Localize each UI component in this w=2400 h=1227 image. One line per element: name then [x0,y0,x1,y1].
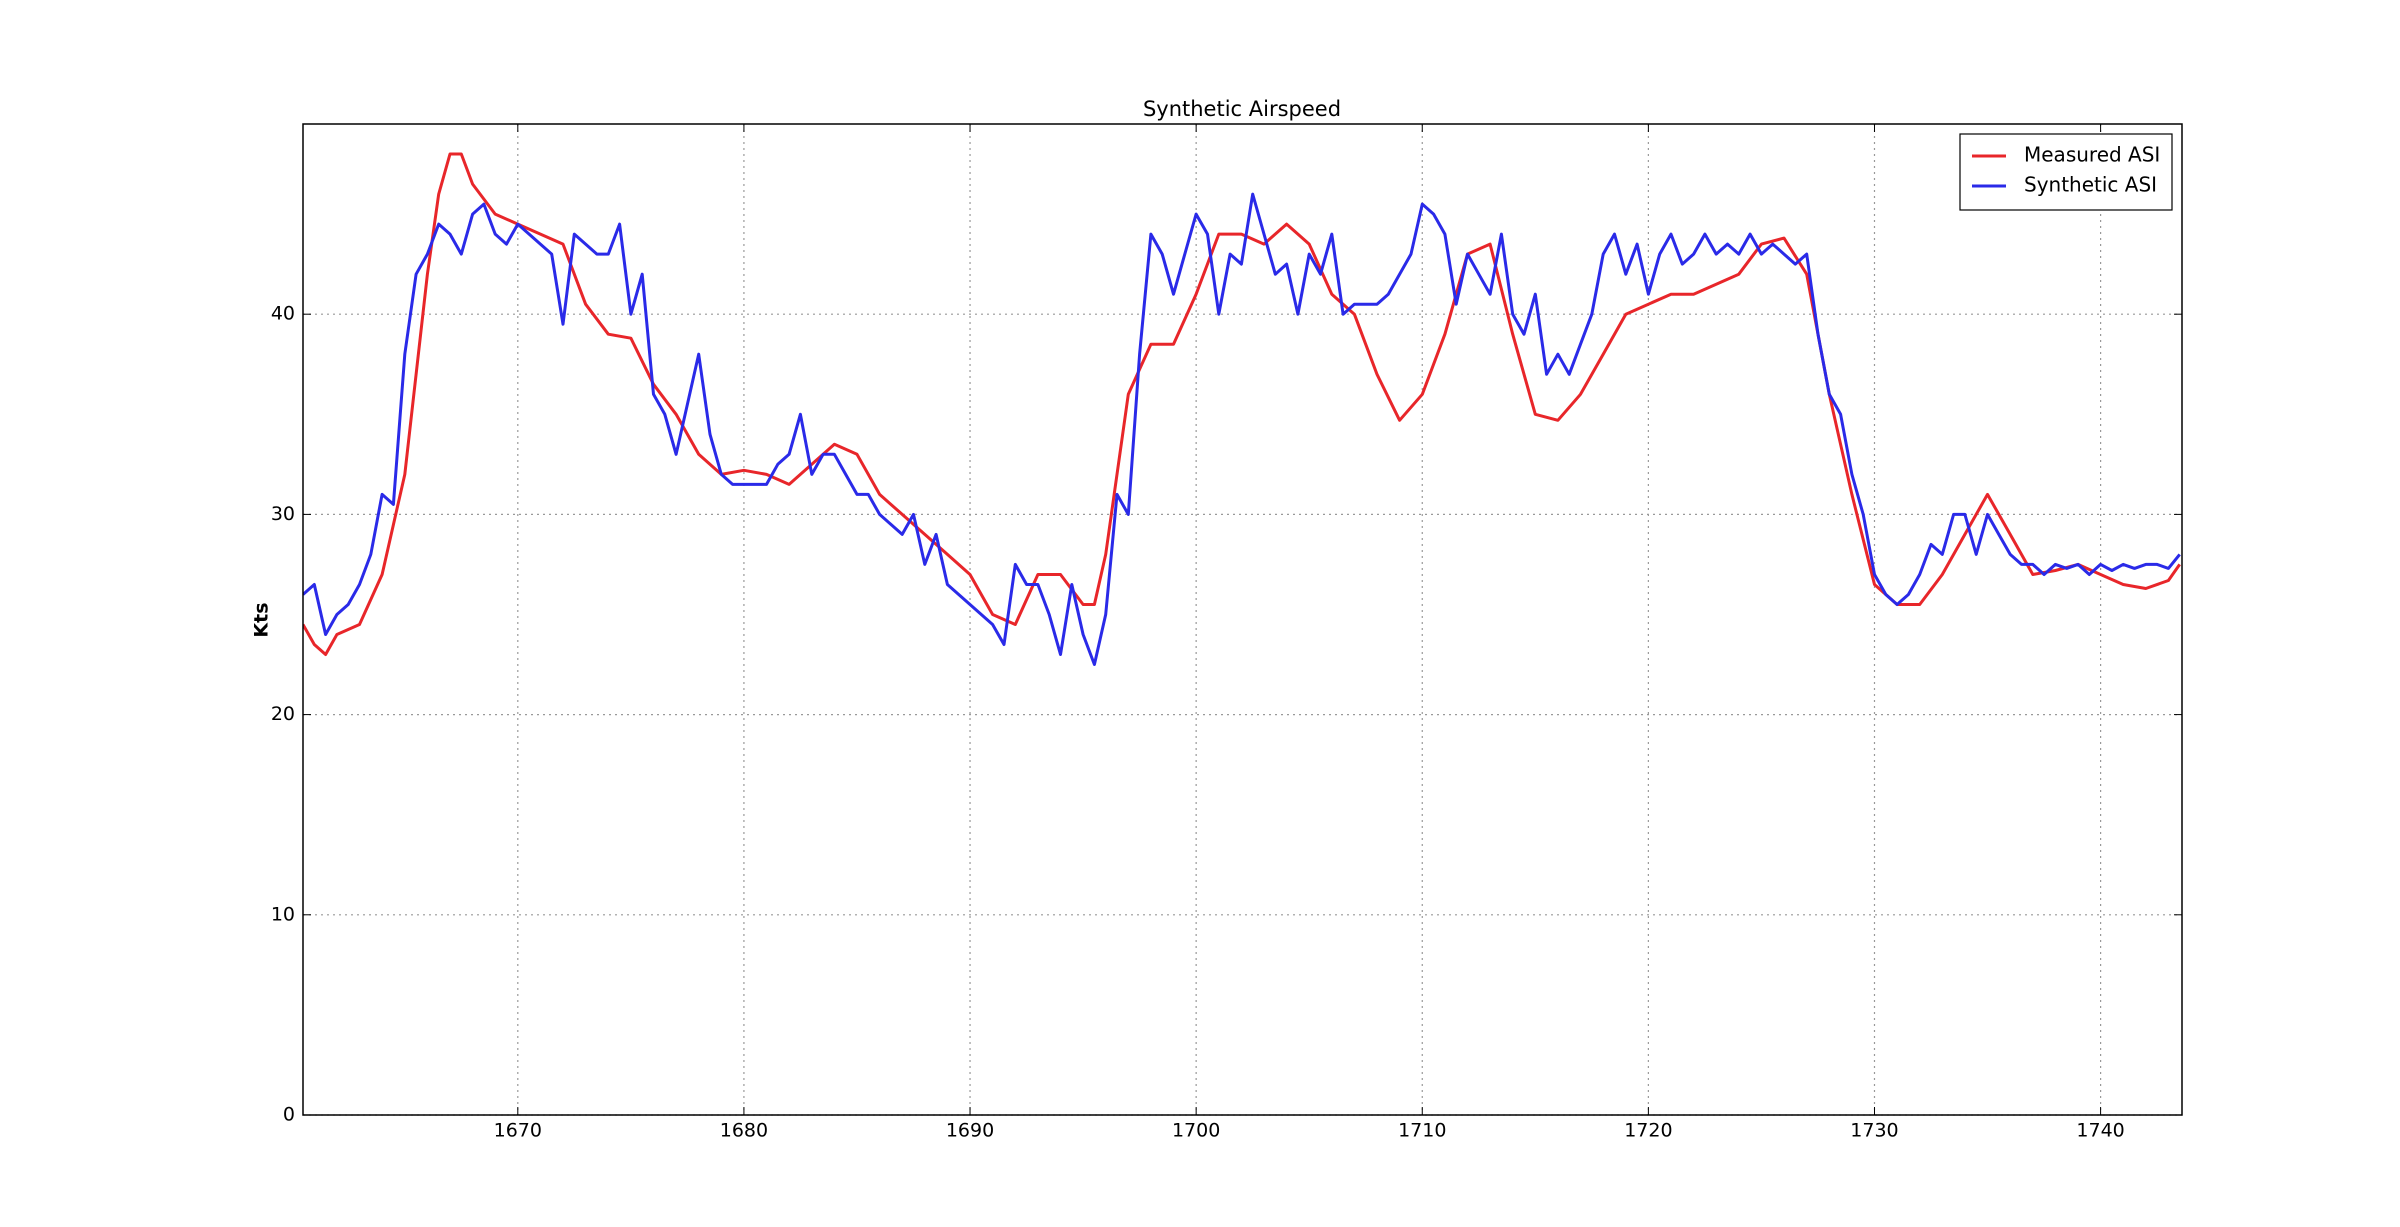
plot-frame [302,123,2183,1116]
chart-title: Synthetic Airspeed [1143,97,1341,121]
x-tick-label: 1690 [946,1120,994,1142]
x-tick-label: 1670 [494,1120,542,1142]
x-tick-label: 1730 [1850,1120,1898,1142]
y-tick-label: 10 [271,903,295,925]
line [303,152,2181,656]
y-tick-label: 30 [271,503,295,525]
x-tick-label: 1680 [720,1120,768,1142]
plot-area [303,124,2182,1115]
x-tick-label: 1720 [1624,1120,1672,1142]
legend-box [1959,133,2173,211]
legend-label: Measured ASI [2024,143,2160,167]
y-tick-label: 20 [271,703,295,725]
y-tick-label: 0 [283,1104,295,1126]
x-tick-label: 1700 [1172,1120,1220,1142]
x-tick-label: 1710 [1398,1120,1446,1142]
y-axis-label: Kts [251,602,273,637]
legend-label: Synthetic ASI [2024,173,2157,197]
y-tick-label: 40 [271,303,295,325]
x-tick-label: 1740 [2076,1120,2124,1142]
line [303,192,2181,666]
